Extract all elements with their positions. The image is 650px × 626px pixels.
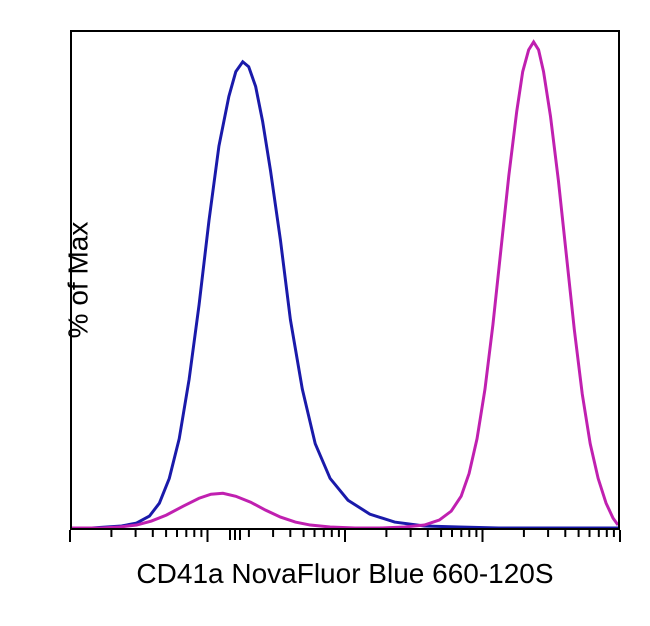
x-axis-ticks [70,530,620,544]
flow-histogram-chart: % of Max CD41a NovaFluor Blue 660-120S [70,30,620,530]
stained-curve [72,42,618,528]
plot-area [70,30,620,530]
y-axis-label: % of Max [62,222,94,339]
x-axis-label: CD41a NovaFluor Blue 660-120S [136,558,553,590]
histogram-curves [72,32,618,528]
control-curve [72,62,618,528]
